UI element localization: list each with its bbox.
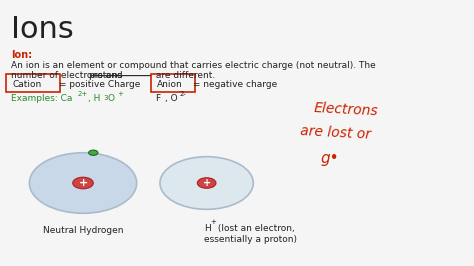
Circle shape	[29, 153, 137, 213]
Text: +: +	[202, 178, 211, 188]
Text: essentially a proton): essentially a proton)	[204, 235, 297, 244]
Text: = negative charge: = negative charge	[191, 80, 278, 89]
Text: +: +	[78, 178, 88, 188]
Circle shape	[160, 157, 253, 209]
Text: Ions: Ions	[11, 15, 73, 44]
Text: Neutral Hydrogen: Neutral Hydrogen	[43, 226, 123, 235]
Text: Ion:: Ion:	[11, 50, 32, 60]
Text: H: H	[204, 224, 211, 233]
Circle shape	[73, 177, 93, 189]
Text: , O: , O	[164, 94, 177, 102]
Text: are lost or: are lost or	[300, 124, 372, 142]
Circle shape	[197, 178, 216, 188]
Text: 3: 3	[103, 95, 108, 101]
Text: Anion: Anion	[157, 80, 182, 89]
Circle shape	[89, 150, 98, 155]
Text: , H: , H	[88, 94, 100, 102]
Text: +: +	[117, 91, 123, 97]
Text: = positive Charge: = positive Charge	[55, 80, 140, 89]
Text: number of electrons and: number of electrons and	[11, 71, 125, 80]
Text: O: O	[108, 94, 115, 102]
Text: are different.: are different.	[153, 71, 215, 80]
Text: Cation: Cation	[12, 80, 41, 89]
Text: g•: g•	[321, 151, 339, 167]
Text: 2-: 2-	[180, 91, 186, 97]
Text: protons: protons	[88, 71, 122, 80]
Text: Electrons: Electrons	[314, 101, 379, 119]
Text: 2+: 2+	[77, 91, 88, 97]
Text: Examples: Ca: Examples: Ca	[11, 94, 72, 102]
Text: F: F	[155, 94, 161, 102]
Text: (lost an electron,: (lost an electron,	[215, 224, 295, 233]
Text: An ion is an element or compound that carries electric charge (not neutral). The: An ion is an element or compound that ca…	[11, 61, 375, 70]
Text: +: +	[210, 219, 216, 225]
